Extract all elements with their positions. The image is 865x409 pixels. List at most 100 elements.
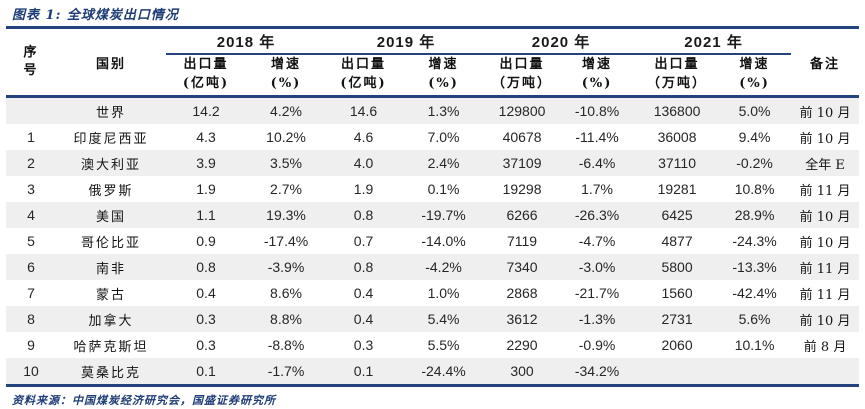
cell-value: 19298 [502,181,542,197]
cell-value: 4.2% [270,103,302,119]
cell-value: -6.4% [578,155,616,171]
cell-value: 7.0% [427,129,460,145]
cell-value: 3612 [506,311,538,327]
cell-value: 300 [510,363,534,379]
cell-value: 19281 [657,181,697,197]
col-header-year-2019: 2019 年 [326,29,487,55]
col-header-index: 序 号 [23,45,39,78]
cell-value: -10.8% [574,103,620,119]
cell-country: 印度尼西亚 [73,131,149,147]
cell-value: 6425 [661,207,693,223]
cell-note: 前 10 月 [799,209,851,225]
cell-value: -1.3% [578,311,616,327]
cell-index [6,97,56,125]
cell-value: 1.1 [196,207,216,223]
cell-country: 世界 [95,105,126,121]
cell-note: 前 10 月 [799,105,851,121]
col-header-year-2020: 2020 年 [486,29,637,55]
cell-value: 0.4 [353,285,374,301]
cell-value: 2060 [661,337,693,353]
cell-value: 4.3 [196,129,216,145]
cell-note: 前 10 月 [799,131,851,147]
cell-value: -24.3% [732,233,777,249]
cell-value: 14.2 [192,103,220,119]
cell-value: -13.3% [732,259,777,275]
table-row: 1 印度尼西亚 4.3 10.2% 4.6 7.0% 40678 -11.4% 36008 9.4… [6,124,859,150]
cell-country: 哈萨克斯坦 [73,339,149,355]
col-header-export-2019: 出口量 (亿吨) [340,57,387,91]
cell-value: -34.2% [574,363,620,379]
cell-value: 0.8 [353,259,374,275]
col-header-export-2021: 出口量 （万吨） [647,57,708,91]
cell-note: 前 10 月 [799,235,851,251]
cell-index: 3 [27,181,35,197]
cell-value: 10.2% [266,129,306,145]
cell-value: 5.4% [427,311,460,327]
cell-value: -26.3% [574,207,620,223]
col-header-growth-2019: 增速 (%) [428,57,459,91]
cell-note: 前 11 月 [799,287,851,303]
cell-value: 0.8 [196,259,216,275]
cell-value [718,358,791,386]
col-header-year-2021: 2021 年 [636,29,792,55]
cell-country: 俄罗斯 [88,183,134,199]
cell-value: 5.5% [427,337,460,353]
cell-value: 5.6% [738,311,771,327]
cell-value: 136800 [653,103,701,119]
cell-value: 0.3 [353,337,374,353]
table-row: 8 加拿大 0.3 8.8% 0.4 5.4% 3612 -1.3% 2731 5.6% 前 10 … [6,306,860,332]
cell-country: 美国 [95,209,126,225]
cell-value: 2731 [661,311,693,327]
coal-export-table: 序 号 国别 2018 年 2019 年 2020 年 2021 年 备注 出口… [6,29,860,387]
cell-value: 0.1 [353,363,374,379]
cell-index: 1 [27,129,35,145]
cell-value: 4877 [661,233,693,249]
cell-note: 前 10 月 [799,313,851,329]
cell-value: 10.1% [734,337,775,353]
cell-value: 5.0% [738,103,771,119]
cell-value: 1.3% [427,103,460,119]
cell-value: 8.6% [270,285,302,301]
cell-value: -17.4% [263,233,309,249]
cell-value: 8.8% [270,311,302,327]
cell-value: -21.7% [574,285,620,301]
col-header-growth-2021: 增速 (%) [739,57,770,91]
cell-index: 8 [27,311,35,327]
cell-value: -8.8% [267,337,305,353]
cell-value: -0.2% [736,155,773,171]
cell-value: 0.3 [196,337,216,353]
cell-country: 莫桑比克 [80,365,141,381]
col-header-growth-2018: 增速 (%) [270,57,302,91]
cell-value: -3.0% [578,259,616,275]
figure-title: 图表 1: 全球煤炭出口情况 [12,8,179,23]
cell-country: 蒙古 [95,287,126,303]
col-header-export-2020: 出口量 （万吨） [492,57,553,91]
table-body: 世界 14.2 4.2% 14.6 1.3% 129800 -10.8% 136800 5.0%… [6,96,860,386]
cell-value: -4.7% [578,233,616,249]
title-rule [6,26,859,29]
cell-value: 40678 [502,129,542,145]
cell-value: 37110 [658,155,696,171]
col-header-year-2018: 2018 年 [166,29,327,55]
cell-note: 前 8 月 [803,339,847,355]
cell-value: 0.7 [353,233,374,249]
cell-value: -24.4% [421,363,466,379]
cell-value: 6266 [506,207,538,223]
cell-value: 0.9 [196,233,216,249]
cell-value: 7119 [506,233,538,249]
cell-index: 10 [23,363,39,379]
cell-country: 加拿大 [88,313,134,329]
cell-note: 全年 E [805,157,845,173]
cell-note: 前 11 月 [799,261,851,277]
cell-value: 3.9 [196,155,216,171]
cell-country: 哥伦比亚 [80,235,141,251]
cell-value: 2.4% [427,155,460,171]
cell-value: 0.4 [196,285,216,301]
col-header-note: 备注 [810,56,841,72]
cell-value: 2868 [506,285,538,301]
cell-value: 0.8 [353,207,374,223]
cell-index: 7 [27,285,35,301]
cell-value: 0.4 [353,311,374,327]
col-header-country: 国别 [95,56,126,72]
